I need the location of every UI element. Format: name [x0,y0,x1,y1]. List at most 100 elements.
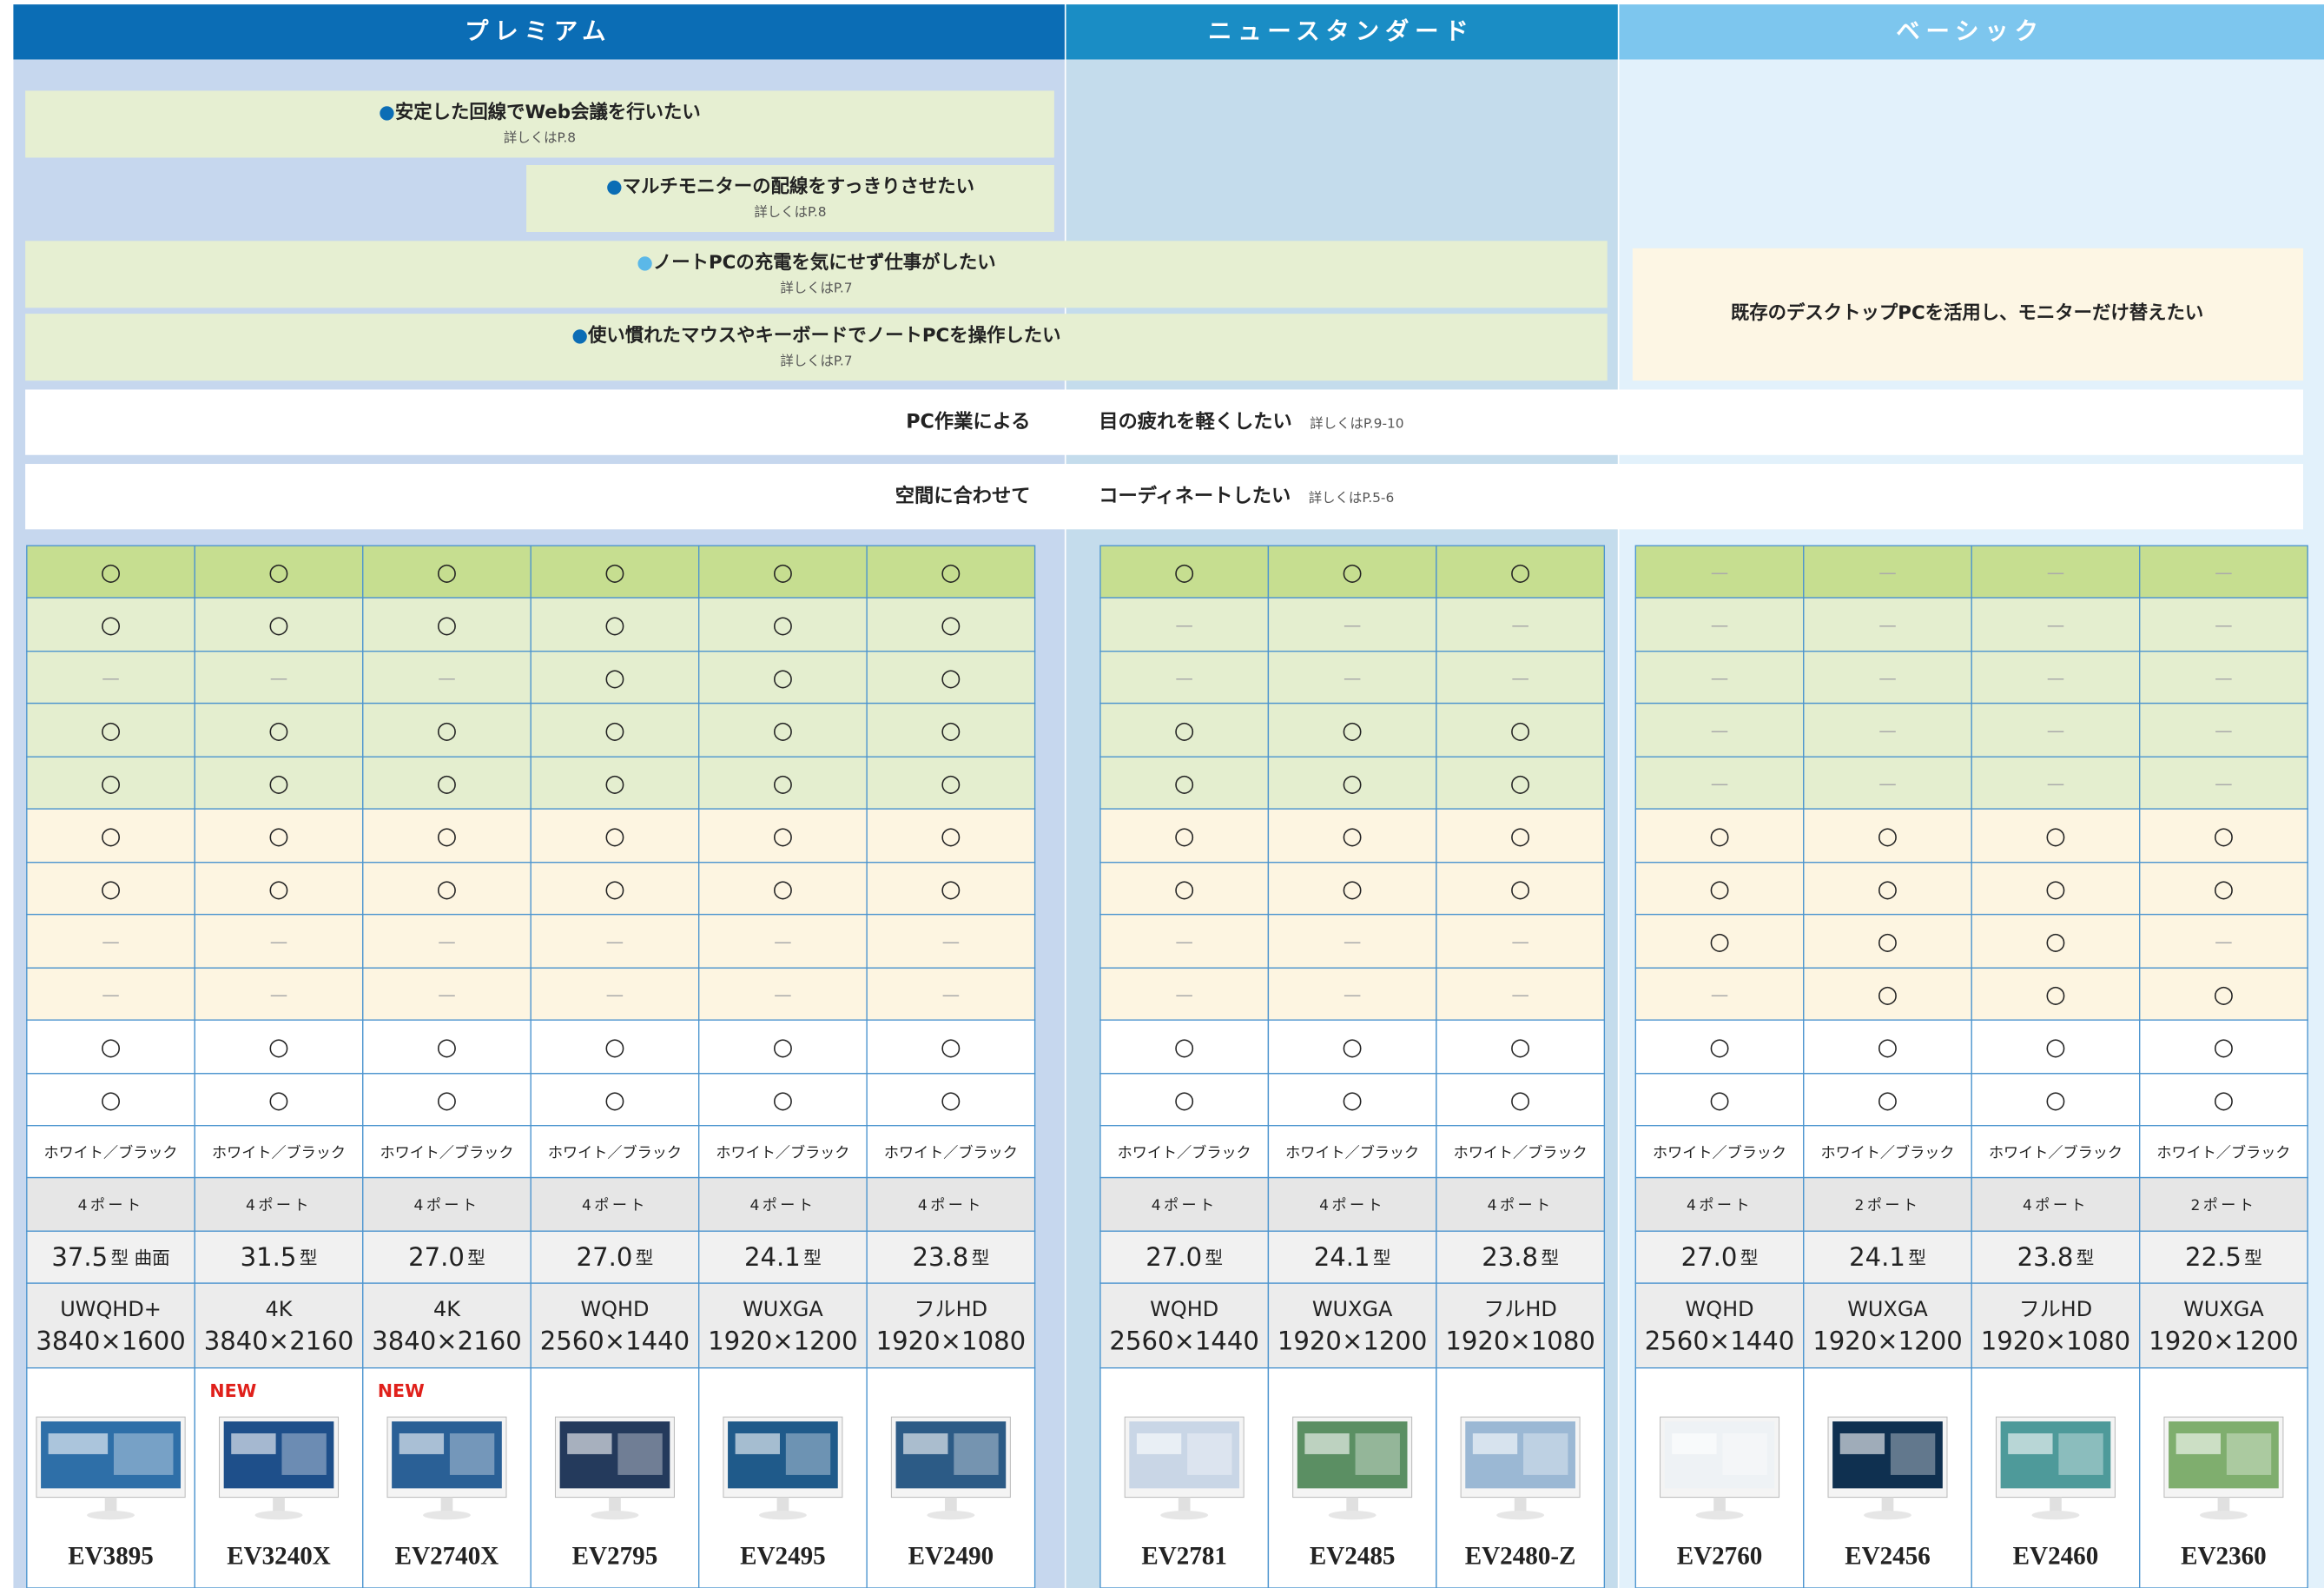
bullet: ● [606,176,623,198]
feature-mark: — [942,931,961,952]
size: 27.0 型 [577,1242,654,1272]
feature-mark: — [1344,615,1362,636]
feature-mark: — [438,931,456,952]
res-name: WUXGA [1847,1297,1928,1321]
feature-mark: — [1344,931,1362,952]
cell [866,597,1036,652]
monitor-screen [2169,1421,2279,1489]
feature-mark: ○ [1510,559,1531,586]
feature-mark: ○ [604,665,625,691]
res-name: フルHD [2019,1297,2092,1321]
need-box [526,164,1054,233]
cell [1971,1176,2141,1232]
feature-mark: ○ [268,718,289,744]
cell [1436,756,1606,810]
res-pixels: 1920×1200 [2149,1327,2298,1356]
res-pixels: 1920×1080 [1445,1327,1594,1356]
res-pixels: 2560×1440 [540,1327,690,1356]
cell [26,1125,195,1179]
feature-mark: — [1711,667,1729,688]
cell [697,1176,868,1232]
need-label: マルチモニターの配線をすっきりさせたい [623,175,974,198]
cell [697,862,868,916]
feature-mark: — [1878,562,1897,583]
feature-mark: — [2047,667,2065,688]
feature-mark: ○ [1174,770,1195,797]
model-name: EV2460 [2013,1542,2099,1570]
cell [2139,1019,2308,1075]
feature-mark: — [1511,667,1529,688]
model-name: EV2490 [908,1542,994,1570]
feature-mark: — [1175,667,1193,688]
cell [1971,1073,2141,1127]
cell [194,1282,364,1369]
monitor-panel [954,1433,999,1475]
cell [1971,808,2141,863]
monitor-screen [41,1421,182,1489]
monitor-foot [423,1510,471,1520]
cell [697,545,868,599]
color: ホワイト／ブラック [716,1143,849,1161]
cell [2139,1282,2308,1369]
cell [866,862,1036,916]
port: 2ポート [1855,1197,1921,1214]
feature-mark: — [270,667,288,688]
wide-lead: PC作業による [906,411,1030,433]
cell [194,702,364,758]
basic-header [1619,4,2324,60]
cell [26,597,195,652]
cell [1803,808,1972,863]
size-unit: 型 [636,1247,654,1268]
port: 4ポート [1488,1197,1554,1214]
color: ホワイト／ブラック [1820,1143,1954,1161]
cell [697,1230,868,1284]
feature-mark: ○ [2213,981,2234,1008]
size-num: 23.8 [1482,1242,1538,1272]
feature-mark: — [1175,931,1193,952]
feature-mark: — [606,931,624,952]
cell [697,967,868,1021]
cell [194,651,364,705]
model-name: EV2456 [1845,1542,1931,1570]
cell [1634,756,1805,810]
feature-mark: ○ [101,770,122,797]
feature-mark: ○ [101,718,122,744]
feature-mark: ○ [1342,1034,1363,1061]
feature-mark: ○ [941,823,961,850]
cell [530,545,700,599]
cell [1803,702,1972,758]
feature-mark: ○ [1878,981,1898,1008]
cell [1634,1125,1805,1179]
cell [1099,1073,1270,1127]
size: 27.0 型 [1145,1242,1223,1272]
cell [1803,1176,1972,1232]
cell [530,1073,700,1127]
wide-lead: 空間に合わせて [895,484,1031,507]
size: 31.5 型 [241,1242,318,1272]
cell [1436,808,1606,863]
cell [194,1176,364,1232]
cell [362,597,531,652]
feature-mark: ○ [772,1034,793,1061]
monitor-panel [399,1433,445,1454]
res-name: WQHD [580,1297,649,1321]
color: ホワイト／ブラック [548,1143,682,1161]
cell [1267,702,1437,758]
feature-mark: — [2215,562,2233,583]
cell [530,597,700,652]
size-num: 23.8 [913,1242,969,1272]
feature-mark: — [1711,615,1729,636]
size-num: 24.1 [1314,1242,1370,1272]
port: 4ポート [414,1197,480,1214]
cell [1634,1176,1805,1232]
cell [194,756,364,810]
port: 4ポート [918,1197,984,1214]
cell [1971,862,2141,916]
monitor-panel [1890,1433,1936,1475]
model-name: EV2480-Z [1465,1542,1576,1570]
feature-mark: — [1711,720,1729,741]
cell [1099,1019,1270,1075]
feature-mark: — [1878,720,1897,741]
monitor-stand [2217,1497,2230,1512]
